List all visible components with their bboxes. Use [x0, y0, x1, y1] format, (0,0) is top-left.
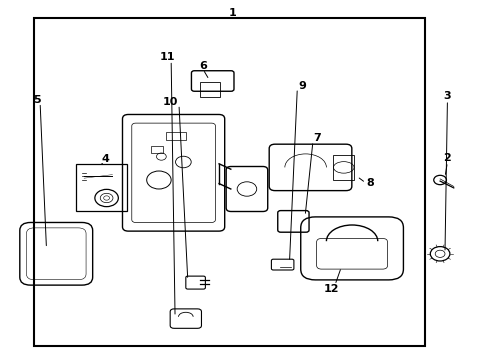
Bar	[76, 164, 127, 211]
Text: 6: 6	[199, 60, 206, 71]
Bar	[150, 146, 163, 153]
Text: 9: 9	[298, 81, 305, 91]
Text: 4: 4	[101, 154, 109, 164]
Text: 7: 7	[312, 132, 320, 143]
Bar	[333, 155, 353, 180]
Bar	[166, 132, 185, 140]
Text: 5: 5	[33, 95, 41, 105]
Text: 11: 11	[159, 52, 175, 62]
Bar	[199, 82, 220, 97]
Text: 12: 12	[323, 284, 339, 294]
Text: 1: 1	[228, 8, 236, 18]
Text: 3: 3	[443, 91, 450, 101]
Text: 8: 8	[366, 178, 374, 188]
Bar	[34, 18, 425, 346]
Text: 2: 2	[443, 153, 450, 163]
Text: 10: 10	[162, 96, 178, 107]
